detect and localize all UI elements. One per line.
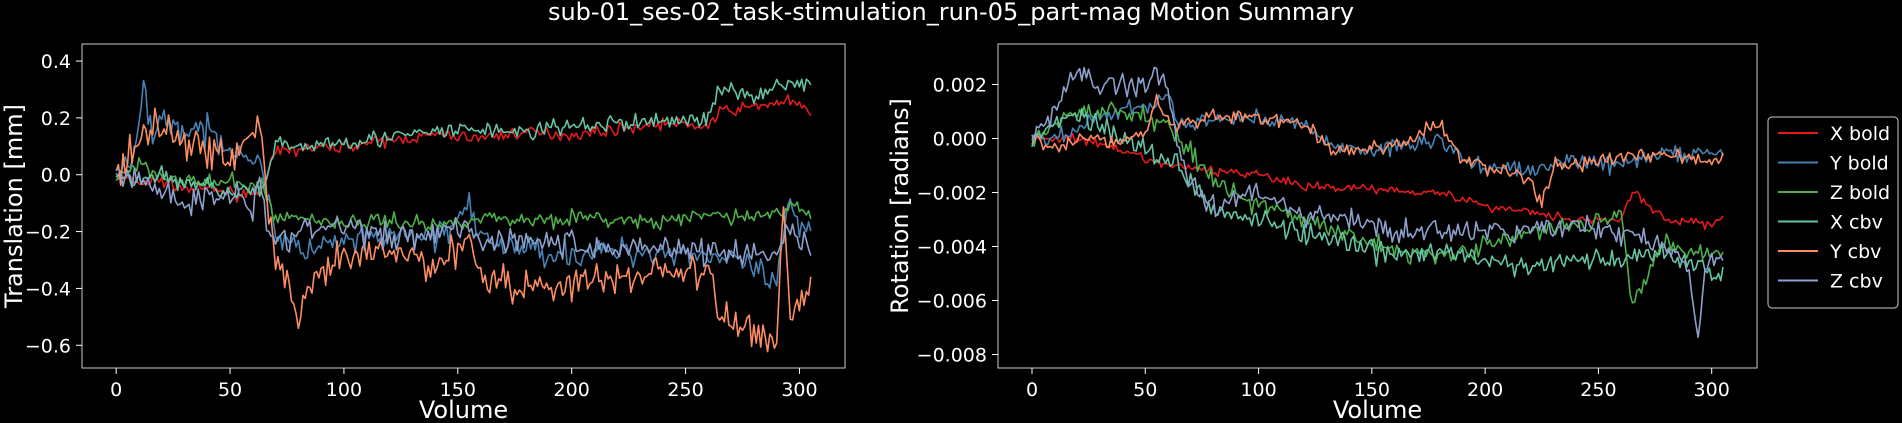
translation-axes: 0 50 100 150 200 250 300 −0.6 −0.4 −0.2 0.0 0.2 0.4 V…	[0, 43, 846, 423]
y-tick-label: −0.006	[917, 291, 987, 313]
y-tick-label: 0.4	[41, 51, 71, 73]
x-axis-label: Volume	[1333, 396, 1422, 423]
y-tick-label: 0.0	[41, 165, 71, 187]
x-tick-label: 250	[1580, 379, 1616, 401]
legend-entry: Y bold	[1829, 153, 1889, 175]
y-tick-label: 0.2	[41, 108, 71, 130]
x-tick-label: 200	[1467, 379, 1503, 401]
legend-frame	[1767, 116, 1899, 309]
series-line-z-cbv	[115, 167, 812, 268]
y-tick-label: −0.2	[25, 222, 71, 244]
series-line-z-cbv	[1031, 66, 1724, 338]
x-tick-label: 0	[110, 379, 122, 401]
x-tick-label: 150	[440, 379, 476, 401]
y-tick-label: 0.002	[933, 75, 987, 97]
legend-entry: X cbv	[1830, 212, 1883, 234]
x-tick-label: 150	[1354, 379, 1390, 401]
x-tick-label: 0	[1026, 379, 1038, 401]
legend-entry: Y cbv	[1829, 241, 1881, 263]
legend-entry: X bold	[1830, 123, 1890, 145]
y-tick-label: −0.008	[917, 345, 987, 367]
x-tick-label: 100	[326, 379, 362, 401]
y-tick-label: −0.002	[917, 183, 987, 205]
series-line-x-bold	[115, 94, 812, 203]
series-line-z-bold	[1031, 101, 1724, 304]
series-line-y-cbv	[115, 107, 812, 353]
y-axis-label: Translation [mm]	[0, 104, 28, 309]
series-line-z-bold	[115, 157, 812, 232]
series-line-x-cbv	[115, 78, 812, 199]
y-tick-label: −0.004	[917, 237, 987, 259]
x-tick-label: 100	[1240, 379, 1276, 401]
x-tick-label: 300	[1694, 379, 1730, 401]
y-axis-label: Rotation [radians]	[886, 98, 914, 314]
series-line-x-cbv	[1031, 107, 1724, 282]
axes-frame	[81, 43, 846, 369]
x-tick-label: 200	[554, 379, 590, 401]
x-tick-label: 250	[667, 379, 703, 401]
axes-frame	[997, 43, 1758, 369]
x-axis-label: Volume	[419, 396, 508, 423]
legend-entry: Z cbv	[1830, 271, 1883, 293]
x-tick-label: 50	[1133, 379, 1157, 401]
legend-entry: Z bold	[1830, 182, 1890, 204]
y-tick-label: 0.000	[933, 129, 987, 151]
y-tick-label: −0.6	[25, 335, 71, 357]
rotation-axes: 0 50 100 150 200 250 300 −0.008 −0.006 −0.004 −0.0…	[886, 43, 1758, 423]
series-line-y-cbv	[1031, 93, 1724, 209]
x-tick-label: 300	[781, 379, 817, 401]
figure-title: sub-01_ses-02_task-stimulation_run-05_pa…	[548, 0, 1354, 26]
x-tick-label: 50	[218, 379, 242, 401]
y-tick-label: −0.4	[25, 278, 71, 300]
legend: X bold Y bold Z bold X cbv Y cbv Z cbv	[1767, 116, 1899, 309]
